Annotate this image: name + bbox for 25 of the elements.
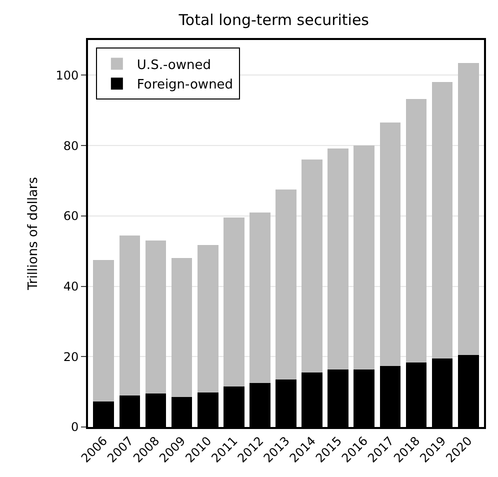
- y-tick-label: 40: [63, 279, 79, 294]
- bar: [171, 258, 192, 398]
- y-tick-label: 80: [63, 138, 79, 153]
- y-tick-label: 0: [70, 420, 79, 434]
- bar: [93, 260, 114, 402]
- bar: [328, 148, 349, 370]
- chart-title: Total long-term securities: [178, 10, 370, 29]
- bar: [197, 245, 218, 393]
- bar: [302, 160, 322, 372]
- y-tick-label: 60: [63, 209, 79, 224]
- y-axis-title: Trillions of dollars: [26, 176, 42, 292]
- bar: [250, 212, 270, 384]
- bar: [276, 190, 296, 380]
- bar: [380, 122, 401, 366]
- y-tick-label: 100: [56, 68, 79, 82]
- bar: [354, 146, 375, 370]
- legend-label: Foreign-owned: [136, 78, 234, 93]
- y-tick-label: 20: [63, 350, 79, 364]
- bar: [432, 82, 453, 358]
- bar: [458, 62, 479, 355]
- bar: [223, 218, 244, 387]
- bar: [406, 99, 427, 363]
- bar: [119, 235, 140, 396]
- bar: [145, 240, 166, 394]
- legend-label: U.S.-owned: [136, 58, 211, 73]
